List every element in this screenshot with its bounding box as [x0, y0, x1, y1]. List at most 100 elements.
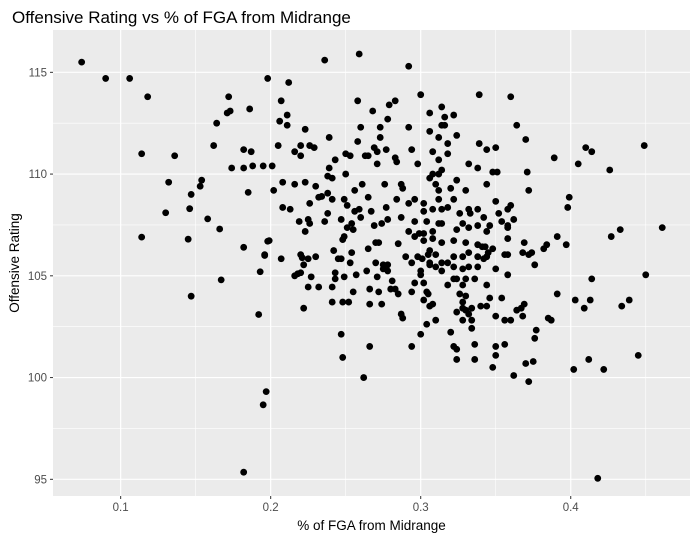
- y-axis-title: Offensive Rating: [7, 213, 22, 313]
- data-point: [297, 142, 305, 149]
- data-point: [486, 294, 494, 302]
- data-point: [582, 144, 590, 152]
- x-tick-label: 0.4: [563, 502, 580, 514]
- data-point: [435, 156, 443, 164]
- data-point: [277, 97, 285, 105]
- data-point: [450, 253, 458, 261]
- data-point: [268, 162, 276, 170]
- data-point: [435, 195, 443, 203]
- data-point: [450, 263, 458, 271]
- data-point: [588, 148, 596, 156]
- data-point: [216, 225, 224, 233]
- data-point: [240, 468, 248, 476]
- data-point: [318, 193, 326, 200]
- data-point: [325, 134, 333, 141]
- data-point: [402, 253, 410, 261]
- data-point: [246, 105, 254, 113]
- data-point: [423, 320, 431, 328]
- data-points: [78, 50, 666, 482]
- data-point: [447, 184, 455, 192]
- data-point: [240, 146, 248, 154]
- data-point: [204, 215, 212, 223]
- data-point: [306, 199, 314, 207]
- data-point: [438, 259, 446, 267]
- data-point: [261, 251, 269, 259]
- data-point: [429, 170, 437, 178]
- data-point: [283, 111, 291, 119]
- data-point: [138, 150, 146, 158]
- data-point: [301, 125, 309, 133]
- data-point: [465, 263, 473, 271]
- data-point: [349, 288, 357, 296]
- data-point: [354, 138, 362, 145]
- data-point: [489, 363, 497, 371]
- data-point: [640, 142, 648, 149]
- data-point: [420, 207, 428, 215]
- data-point: [441, 113, 449, 121]
- data-point: [438, 166, 446, 174]
- data-point: [249, 162, 257, 170]
- data-point: [297, 152, 305, 160]
- data-point: [375, 288, 383, 296]
- data-point: [357, 123, 365, 131]
- data-point: [346, 259, 354, 267]
- data-point: [259, 162, 267, 170]
- data-point: [328, 195, 336, 203]
- data-point: [450, 195, 458, 203]
- data-point: [642, 271, 650, 279]
- data-point: [432, 316, 440, 324]
- data-point: [357, 214, 365, 221]
- data-point: [355, 205, 363, 213]
- data-point: [474, 253, 482, 261]
- data-point: [480, 255, 488, 263]
- data-point: [456, 290, 464, 298]
- data-point: [658, 224, 666, 231]
- data-point: [228, 164, 236, 172]
- data-point: [276, 117, 284, 125]
- data-point: [342, 170, 350, 178]
- data-point: [330, 247, 338, 254]
- data-point: [165, 178, 173, 186]
- data-point: [483, 228, 491, 235]
- data-point: [315, 283, 323, 291]
- x-tick-label: 0.3: [413, 502, 429, 514]
- data-point: [481, 243, 489, 251]
- data-point: [394, 290, 402, 298]
- data-point: [384, 267, 392, 275]
- data-point: [210, 142, 218, 149]
- data-point: [405, 123, 413, 131]
- data-point: [324, 189, 332, 197]
- data-point: [465, 310, 473, 318]
- data-point: [184, 235, 192, 243]
- data-point: [411, 279, 419, 287]
- data-point: [504, 205, 512, 213]
- data-point: [283, 121, 291, 129]
- data-point: [78, 58, 86, 66]
- data-point: [367, 207, 375, 215]
- data-point: [585, 356, 593, 363]
- data-point: [102, 75, 110, 82]
- data-point: [564, 204, 572, 211]
- data-point: [340, 273, 348, 281]
- data-point: [459, 253, 467, 261]
- data-point: [475, 91, 483, 99]
- data-point: [504, 235, 512, 242]
- data-point: [186, 205, 194, 213]
- data-point: [474, 222, 482, 229]
- data-point: [399, 314, 407, 322]
- data-point: [444, 259, 452, 267]
- data-point: [447, 328, 455, 336]
- data-point: [376, 123, 384, 131]
- data-point: [453, 308, 461, 316]
- data-point: [504, 224, 512, 231]
- data-point: [571, 296, 579, 304]
- data-point: [465, 249, 473, 257]
- data-point: [339, 354, 347, 361]
- data-point: [385, 101, 393, 109]
- data-point: [420, 237, 428, 245]
- data-point: [580, 304, 588, 312]
- data-point: [384, 216, 392, 223]
- data-point: [138, 233, 146, 241]
- data-point: [424, 290, 432, 298]
